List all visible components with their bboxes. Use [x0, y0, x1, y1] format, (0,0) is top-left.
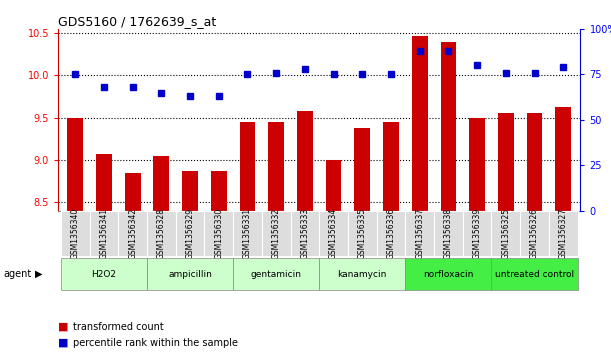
Bar: [383, 122, 399, 211]
Text: gentamicin: gentamicin: [251, 270, 302, 278]
Bar: [498, 114, 514, 211]
Text: GSM1356330: GSM1356330: [214, 208, 223, 259]
Bar: [412, 36, 428, 211]
FancyBboxPatch shape: [376, 211, 405, 256]
FancyBboxPatch shape: [319, 258, 405, 290]
Text: ▶: ▶: [35, 269, 43, 279]
Text: H2O2: H2O2: [92, 270, 117, 278]
FancyBboxPatch shape: [549, 211, 577, 256]
FancyBboxPatch shape: [319, 211, 348, 256]
FancyBboxPatch shape: [291, 211, 319, 256]
FancyBboxPatch shape: [90, 211, 119, 256]
Bar: [555, 107, 571, 211]
Text: GSM1356342: GSM1356342: [128, 208, 137, 259]
Text: untreated control: untreated control: [495, 270, 574, 278]
FancyBboxPatch shape: [147, 258, 233, 290]
Bar: [153, 156, 169, 211]
FancyBboxPatch shape: [405, 258, 491, 290]
FancyBboxPatch shape: [176, 211, 205, 256]
Text: GSM1356337: GSM1356337: [415, 208, 424, 259]
Bar: [96, 154, 112, 211]
Bar: [240, 122, 255, 211]
Text: GDS5160 / 1762639_s_at: GDS5160 / 1762639_s_at: [58, 15, 216, 28]
Text: percentile rank within the sample: percentile rank within the sample: [73, 338, 238, 348]
FancyBboxPatch shape: [262, 211, 291, 256]
Text: kanamycin: kanamycin: [338, 270, 387, 278]
FancyBboxPatch shape: [61, 211, 90, 256]
Text: GSM1356325: GSM1356325: [501, 208, 510, 259]
Text: GSM1356326: GSM1356326: [530, 208, 539, 259]
Text: GSM1356327: GSM1356327: [558, 208, 568, 259]
FancyBboxPatch shape: [233, 211, 262, 256]
Bar: [125, 172, 141, 211]
Text: GSM1356331: GSM1356331: [243, 208, 252, 259]
Bar: [211, 171, 227, 211]
Text: GSM1356336: GSM1356336: [387, 208, 395, 259]
FancyBboxPatch shape: [434, 211, 463, 256]
FancyBboxPatch shape: [119, 211, 147, 256]
Text: GSM1356328: GSM1356328: [157, 208, 166, 259]
Text: ■: ■: [58, 322, 68, 332]
Text: GSM1356339: GSM1356339: [473, 208, 481, 259]
Text: ■: ■: [58, 338, 68, 348]
FancyBboxPatch shape: [463, 211, 491, 256]
FancyBboxPatch shape: [491, 211, 520, 256]
FancyBboxPatch shape: [233, 258, 319, 290]
Text: GSM1356338: GSM1356338: [444, 208, 453, 259]
Text: GSM1356340: GSM1356340: [71, 208, 80, 259]
FancyBboxPatch shape: [147, 211, 176, 256]
FancyBboxPatch shape: [348, 211, 376, 256]
Text: GSM1356329: GSM1356329: [186, 208, 194, 259]
FancyBboxPatch shape: [491, 258, 577, 290]
Text: agent: agent: [3, 269, 31, 279]
Text: GSM1356341: GSM1356341: [100, 208, 109, 259]
Bar: [182, 171, 198, 211]
Bar: [469, 118, 485, 211]
Bar: [297, 111, 313, 211]
Bar: [268, 122, 284, 211]
Bar: [527, 114, 543, 211]
FancyBboxPatch shape: [405, 211, 434, 256]
Text: GSM1356335: GSM1356335: [358, 208, 367, 259]
Text: GSM1356334: GSM1356334: [329, 208, 338, 259]
Text: transformed count: transformed count: [73, 322, 164, 332]
Text: GSM1356332: GSM1356332: [272, 208, 280, 259]
FancyBboxPatch shape: [520, 211, 549, 256]
Text: ampicillin: ampicillin: [168, 270, 212, 278]
FancyBboxPatch shape: [205, 211, 233, 256]
Text: norfloxacin: norfloxacin: [423, 270, 474, 278]
Text: GSM1356333: GSM1356333: [301, 208, 309, 259]
Bar: [67, 118, 83, 211]
Bar: [354, 128, 370, 211]
Bar: [326, 160, 342, 211]
FancyBboxPatch shape: [61, 258, 147, 290]
Bar: [441, 42, 456, 211]
